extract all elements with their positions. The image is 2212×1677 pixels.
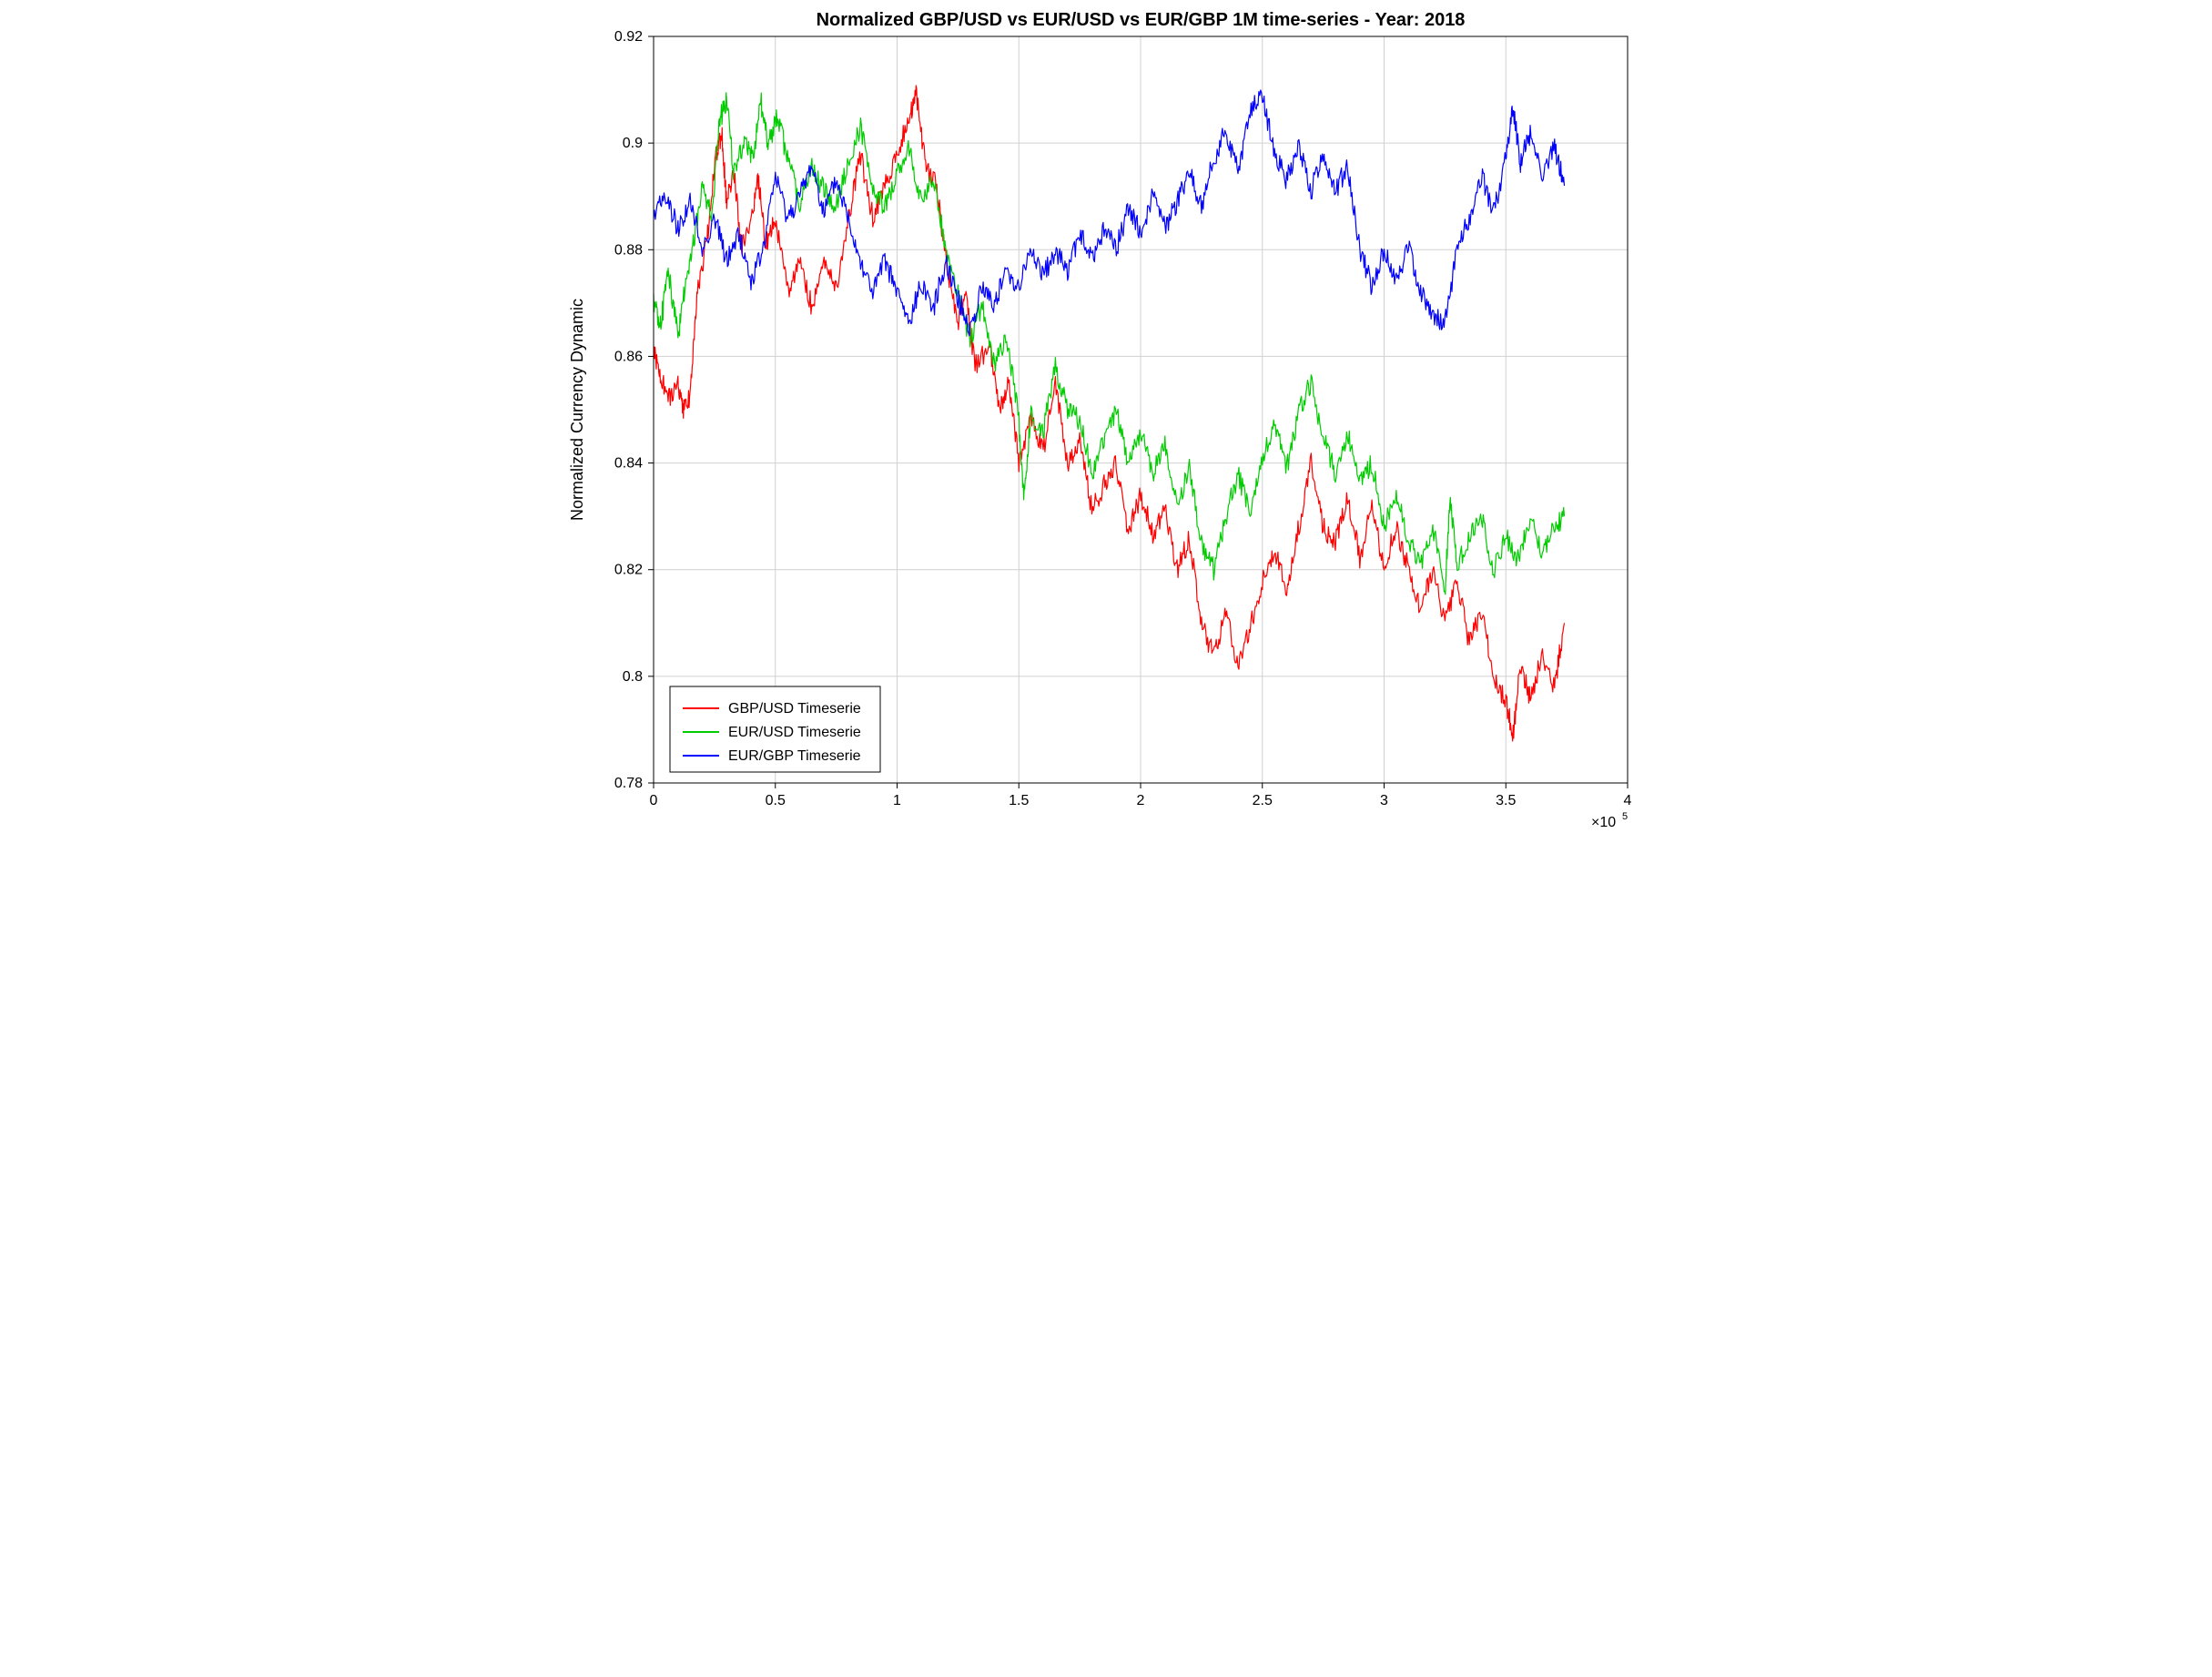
- chart-container: 0 0.5 1 1.5 2 2.5 3 3.5 4 0.78 0.8 0.82 0.84 0.86 0.88…: [553, 0, 1659, 838]
- timeseries-chart: 0 0.5 1 1.5 2 2.5 3 3.5 4 0.78 0.8 0.82 0.84 0.86 0.88…: [553, 0, 1659, 838]
- chart-title: Normalized GBP/USD vs EUR/USD vs EUR/GBP…: [816, 10, 1465, 30]
- y-tick-label: 0.9: [622, 136, 642, 151]
- y-axis-label: Normalized Currency Dynamic: [568, 299, 586, 521]
- legend-label: EUR/USD Timeserie: [728, 725, 861, 740]
- y-tick-label: 0.92: [614, 29, 642, 45]
- x-tick-label: 4: [1623, 793, 1631, 808]
- x-exponent-power: 5: [1622, 811, 1628, 822]
- y-tick-label: 0.82: [614, 563, 642, 578]
- x-tick-label: 3.5: [1496, 793, 1516, 808]
- y-tick-label: 0.84: [614, 456, 642, 472]
- x-tick-label: 1.5: [1009, 793, 1029, 808]
- y-tick-label: 0.78: [614, 776, 642, 791]
- y-tick-label: 0.86: [614, 349, 642, 364]
- x-tick-label: 2: [1136, 793, 1144, 808]
- legend: GBP/USD Timeserie EUR/USD Timeserie EUR/GB…: [670, 686, 880, 772]
- legend-label: EUR/GBP Timeserie: [728, 748, 861, 764]
- x-tick-label: 1: [893, 793, 901, 808]
- x-tick-label: 0.5: [765, 793, 785, 808]
- x-tick-label: 2.5: [1252, 793, 1272, 808]
- x-exponent-label: ×10 5: [1591, 811, 1628, 830]
- x-exponent-base: ×10: [1591, 815, 1616, 830]
- y-tick-label: 0.88: [614, 242, 642, 258]
- y-tick-label: 0.8: [622, 669, 642, 685]
- x-tick-label: 3: [1380, 793, 1388, 808]
- x-tick-label: 0: [649, 793, 657, 808]
- legend-label: GBP/USD Timeserie: [728, 701, 861, 717]
